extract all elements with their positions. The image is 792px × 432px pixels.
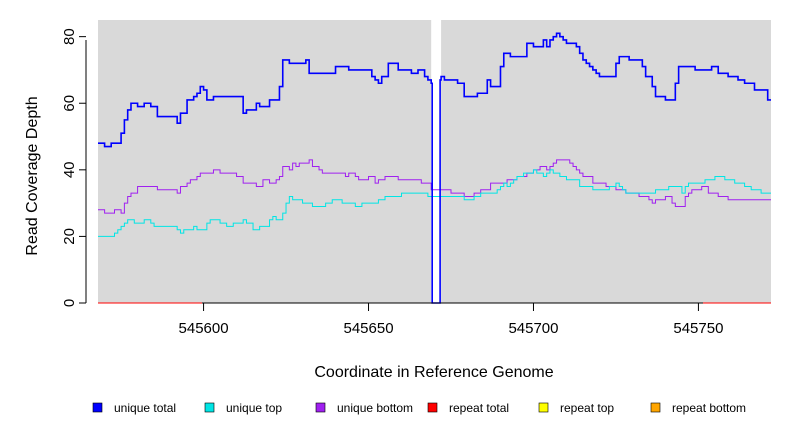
legend-swatch-unique-total: [92, 402, 103, 413]
y-axis-ticks: 0 20 40 60 80: [61, 28, 86, 307]
legend-label: repeat total: [449, 401, 509, 415]
y-tick-label: 60: [61, 95, 78, 112]
legend-swatch-unique-top: [204, 402, 215, 413]
legend-swatch-repeat-top: [538, 402, 549, 413]
y-tick-label: 40: [61, 161, 78, 178]
legend-label: unique total: [114, 401, 176, 415]
y-tick-label: 0: [61, 299, 78, 307]
x-tick-label: 545650: [343, 320, 393, 337]
legend-swatch-repeat-bottom: [650, 402, 661, 413]
legend-swatch-unique-bottom: [315, 402, 326, 413]
y-tick-label: 20: [61, 228, 78, 245]
series-line-unique-top: [98, 169, 771, 237]
x-tick-label: 545750: [673, 320, 723, 337]
x-axis-title: Coordinate in Reference Genome: [314, 364, 553, 381]
legend-label: repeat bottom: [672, 401, 746, 415]
series-line-unique-bottom: [98, 159, 771, 214]
legend-label: unique top: [226, 401, 282, 415]
series-line-unique-total: [98, 32, 771, 304]
legend-label: unique bottom: [337, 401, 413, 415]
y-tick-label: 80: [61, 28, 78, 45]
legend-label: repeat top: [560, 401, 614, 415]
x-tick-label: 545600: [179, 320, 229, 337]
coverage-gap: [431, 20, 442, 303]
x-tick-label: 545700: [508, 320, 558, 337]
legend: unique total unique top unique bottom repea…: [92, 401, 746, 415]
y-axis-title: Read Coverage Depth: [24, 96, 41, 255]
x-axis-ticks: 545600 545650 545700 545750: [179, 303, 723, 337]
legend-swatch-repeat-total: [427, 402, 438, 413]
